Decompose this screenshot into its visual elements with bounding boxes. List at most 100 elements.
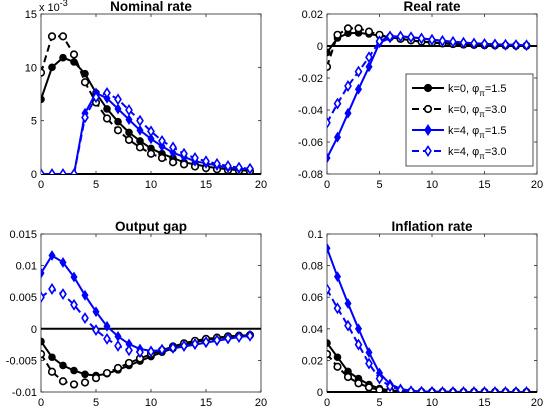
data-point <box>70 366 78 375</box>
data-point <box>48 63 56 72</box>
legend-label: k=0, φπ=3.0 <box>448 104 507 119</box>
y-tick-label: 0.06 <box>302 292 323 304</box>
y-tick-label: -0.06 <box>298 137 323 149</box>
series-group <box>41 250 255 389</box>
data-point <box>354 83 363 95</box>
y-tick-label: -0.08 <box>298 169 323 181</box>
data-point <box>354 379 363 388</box>
y-tick-label: 15 <box>25 9 37 21</box>
x-tick-label: 10 <box>145 179 157 191</box>
data-point <box>202 155 210 168</box>
data-point <box>327 349 332 359</box>
axes-box <box>40 233 262 393</box>
data-point <box>191 152 199 164</box>
legend-swatch-marker <box>424 124 432 136</box>
data-point <box>103 320 111 332</box>
data-point <box>47 32 57 41</box>
data-point <box>59 168 67 174</box>
data-point <box>501 38 510 51</box>
legend-label-text: k=0, φ <box>448 104 479 116</box>
data-point <box>59 288 67 301</box>
data-point <box>333 353 342 362</box>
x-tick-label: 10 <box>426 397 438 409</box>
data-point <box>81 312 89 325</box>
data-point <box>69 380 79 389</box>
legend-label-subscript: π <box>479 89 485 98</box>
data-point <box>327 62 332 71</box>
data-point <box>147 125 155 138</box>
data-point <box>417 32 426 45</box>
y-tick-label: 0.005 <box>9 292 37 304</box>
data-point <box>491 38 499 51</box>
x-tick-label: 0 <box>324 179 330 191</box>
data-point <box>102 114 112 123</box>
data-point <box>333 362 342 371</box>
data-point <box>407 31 415 44</box>
data-point <box>224 332 232 345</box>
data-point <box>327 152 331 164</box>
data-point <box>135 143 145 152</box>
data-point <box>213 157 221 170</box>
y-tick-label: -0.04 <box>298 105 323 117</box>
panel-nominal-rate: 0 5 10 15 20 0 5 10 15 Nominal rate x 10-3 <box>25 0 267 191</box>
y-tick-label: 0.01 <box>16 261 37 273</box>
data-point <box>343 372 353 382</box>
legend-label-text: k=0, φ <box>448 83 479 95</box>
series-group <box>327 24 531 164</box>
data-point <box>386 30 394 43</box>
data-point <box>375 372 384 385</box>
data-point <box>213 334 221 347</box>
data-point <box>438 34 447 47</box>
data-point <box>81 289 89 301</box>
data-point <box>125 114 133 126</box>
data-point <box>396 383 405 392</box>
data-point <box>235 161 243 174</box>
data-point <box>202 336 210 349</box>
data-point <box>364 383 374 392</box>
data-point <box>354 338 363 351</box>
data-point <box>48 168 56 174</box>
data-point <box>114 339 122 352</box>
legend-label-subscript: π <box>479 131 485 140</box>
data-point <box>459 386 468 392</box>
panel-title: Inflation rate <box>391 219 472 234</box>
data-point <box>491 386 499 392</box>
y-tick-label: -0.01 <box>12 387 37 399</box>
data-point <box>81 370 89 379</box>
data-point <box>417 385 426 392</box>
data-point <box>365 347 373 358</box>
x-tick-label: 5 <box>93 179 99 191</box>
panel-inflation-rate: 0 5 10 15 20 0.1 0.08 0.06 0.04 0.02 0 Inflation ra… <box>302 219 544 409</box>
data-point <box>70 168 78 174</box>
y-tick-label: 0 <box>31 169 37 181</box>
data-point <box>41 68 46 77</box>
legend-label-value: =3.0 <box>485 104 507 116</box>
data-point <box>157 153 167 163</box>
legend-label: k=4, φπ=1.5 <box>448 125 507 140</box>
data-point <box>180 147 188 160</box>
y-tick-label: 0 <box>31 324 37 336</box>
data-point <box>191 338 199 350</box>
data-point <box>344 319 352 332</box>
data-point <box>375 35 384 48</box>
data-point <box>136 114 144 127</box>
y-tick-label: 0.02 <box>302 355 323 367</box>
x-tick-label: 20 <box>531 179 543 191</box>
data-point <box>343 24 353 33</box>
data-point <box>235 331 243 343</box>
legend-label: k=4, φπ=3.0 <box>448 146 507 161</box>
data-point <box>470 386 478 392</box>
data-point <box>41 337 45 346</box>
y-tick-label: -0.005 <box>6 355 37 367</box>
y-tick-label: 0.015 <box>9 229 37 241</box>
data-point <box>70 271 78 283</box>
data-point <box>354 65 363 78</box>
data-point <box>512 386 520 392</box>
data-point <box>147 133 155 145</box>
data-point <box>81 111 89 124</box>
data-point <box>114 93 122 106</box>
data-point <box>70 298 78 311</box>
data-point <box>58 32 68 41</box>
data-point <box>92 324 100 337</box>
